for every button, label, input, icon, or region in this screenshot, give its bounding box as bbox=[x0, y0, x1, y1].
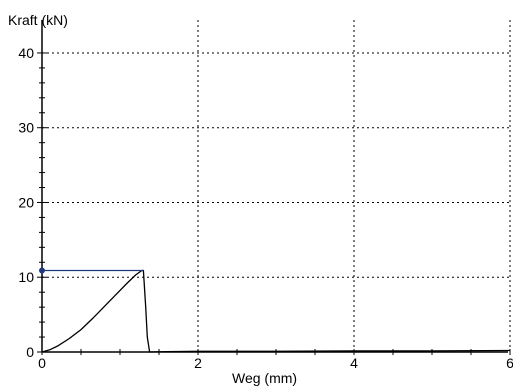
marker-group bbox=[39, 267, 144, 274]
peak-marker-dot bbox=[39, 267, 45, 274]
x-tick-label-0: 0 bbox=[38, 355, 46, 371]
y-tick-label-10: 10 bbox=[18, 269, 34, 285]
x-axis-title: Weg (mm) bbox=[232, 370, 297, 386]
y-tick-label-40: 40 bbox=[18, 45, 34, 61]
series-line-0 bbox=[41, 269, 511, 353]
grid bbox=[42, 20, 511, 352]
axes bbox=[41, 20, 508, 353]
x-tick-label-4: 4 bbox=[350, 355, 358, 371]
x-tick-label-6: 6 bbox=[506, 355, 513, 371]
y-tick-label-20: 20 bbox=[18, 194, 34, 210]
y-axis-title: Kraft (kN) bbox=[8, 12, 68, 28]
ticks: 0 10 20 30 40 0 2 4 6 bbox=[18, 45, 513, 371]
x-tick-label-2: 2 bbox=[194, 355, 202, 371]
y-tick-label-0: 0 bbox=[26, 344, 34, 360]
y-tick-label-30: 30 bbox=[18, 120, 34, 136]
series bbox=[41, 269, 511, 353]
